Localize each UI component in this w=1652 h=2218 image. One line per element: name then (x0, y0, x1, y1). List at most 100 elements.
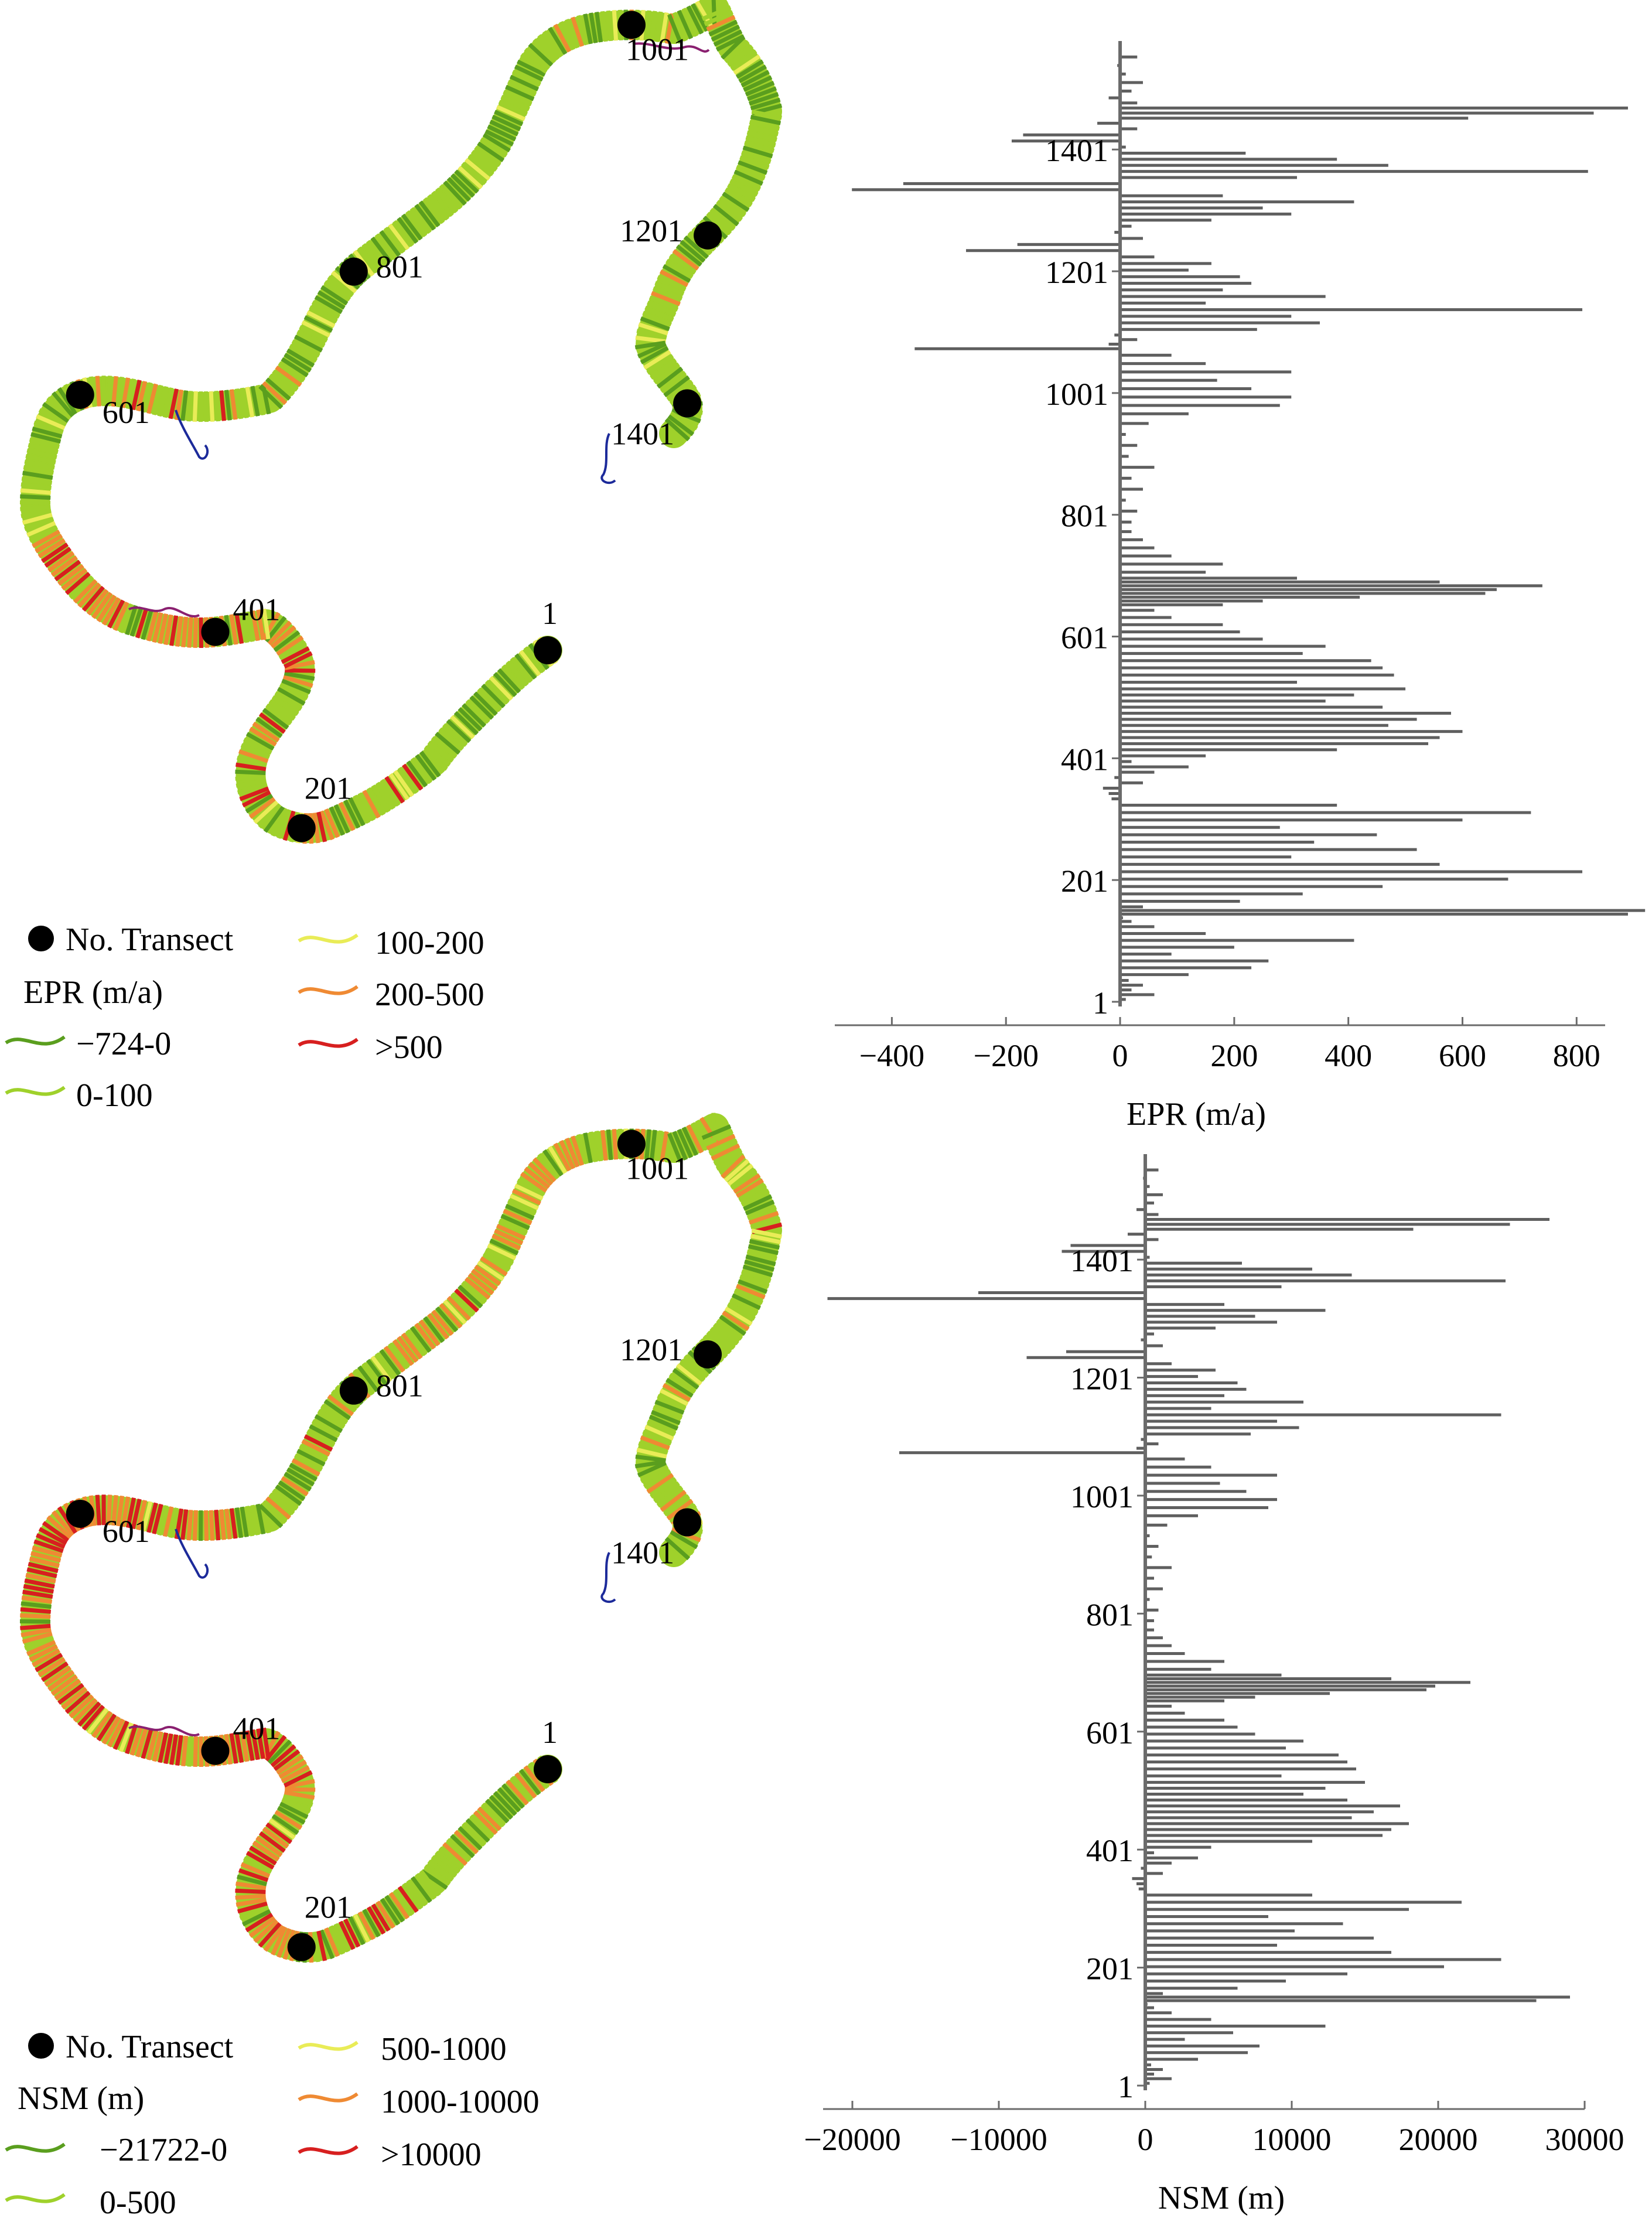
transect-stroke (548, 1145, 568, 1174)
transect-stroke (157, 386, 169, 417)
transect-stroke (240, 387, 249, 419)
transect-stroke (652, 286, 683, 301)
transect-label: 401 (233, 1711, 280, 1746)
transect-stroke (323, 280, 351, 302)
bar (1120, 378, 1217, 382)
transect-stroke (640, 1435, 670, 1451)
transect-stroke (651, 291, 681, 306)
transect-stroke (245, 387, 255, 418)
transect-stroke (443, 180, 467, 206)
transect-stroke (180, 390, 189, 421)
bar (1120, 718, 1417, 721)
transect-stroke (727, 1163, 754, 1186)
bar (1145, 1816, 1352, 1820)
transect-stroke (474, 1264, 501, 1286)
transect-stroke (518, 650, 541, 677)
transect-stroke (683, 235, 709, 260)
bar (1145, 1490, 1247, 1493)
transect-stroke (729, 179, 759, 197)
transect-stroke (146, 610, 158, 641)
transect-stroke (450, 715, 475, 739)
transect-stroke (638, 1441, 668, 1455)
transect-stroke (370, 236, 392, 264)
bar (1145, 2063, 1151, 2067)
transect-stroke (25, 453, 56, 465)
transect-stroke (111, 1494, 118, 1526)
transect-stroke (735, 165, 766, 180)
y-tick-label: 601 (1061, 620, 1108, 656)
transect-stroke (653, 362, 680, 384)
transect-stroke (435, 1306, 459, 1333)
x-tick-label: 30000 (1545, 2122, 1624, 2157)
transect-stroke (362, 790, 381, 819)
transect-stroke (248, 797, 276, 819)
bar-series (852, 55, 1646, 1001)
bar (1145, 1861, 1172, 1865)
bar (1120, 338, 1138, 342)
y-tick-label: 1001 (1045, 377, 1108, 412)
y-tick-label: 201 (1086, 1951, 1134, 1987)
transect-marker (694, 221, 722, 250)
y-tick-label: 1201 (1045, 255, 1108, 290)
transect-stroke (746, 1205, 777, 1220)
transect-stroke (19, 1619, 51, 1624)
transect-stroke (388, 223, 410, 251)
transect-stroke (249, 726, 277, 747)
bar (1136, 1446, 1145, 1450)
transect-stroke (730, 49, 757, 71)
transect-stroke (64, 572, 91, 595)
bar (1120, 666, 1383, 670)
transect-stroke (279, 683, 309, 700)
bar (1120, 730, 1463, 733)
transect-stroke (35, 534, 63, 554)
transect-stroke (392, 220, 414, 247)
bar (1145, 1828, 1391, 1831)
transect-stroke (26, 1640, 56, 1656)
bar (1120, 811, 1531, 814)
transect-stroke (273, 1749, 301, 1771)
legend-swatch-class4 (298, 2092, 359, 2103)
transect-stroke (494, 1229, 524, 1246)
transect-stroke (180, 1509, 189, 1540)
transect-stroke (450, 173, 475, 198)
bar (1145, 1780, 1365, 1784)
bar (1145, 2051, 1248, 2055)
transect-stroke (258, 1831, 286, 1853)
bar (1108, 96, 1121, 100)
transect-stroke (470, 1268, 498, 1291)
transect-stroke (431, 736, 458, 759)
transect-stroke (267, 1739, 292, 1765)
bar (1120, 443, 1138, 447)
transect-stroke (324, 808, 340, 838)
transect-stroke (22, 1589, 53, 1599)
transect-stroke (640, 346, 669, 364)
y-tick-label: 801 (1086, 1597, 1134, 1632)
transect-stroke (406, 760, 428, 788)
transect-stroke (284, 660, 315, 670)
transect-stroke (245, 793, 274, 814)
transect-stroke (537, 1153, 560, 1180)
bar (1145, 1667, 1211, 1671)
transect-marker (617, 1130, 646, 1158)
transect-stroke (402, 763, 424, 791)
transect-stroke (21, 476, 53, 485)
transect-stroke (353, 794, 371, 824)
transect-stroke (659, 1388, 689, 1407)
bar (1120, 101, 1138, 105)
transect-marker (201, 1736, 230, 1765)
transect-stroke (462, 703, 486, 728)
transect-stroke (405, 1329, 428, 1356)
transect-stroke (329, 1925, 345, 1955)
transect-stroke (397, 217, 419, 244)
transect-stroke (319, 810, 335, 841)
bar (1120, 89, 1132, 93)
bar (1108, 791, 1121, 795)
transect-stroke (193, 617, 199, 649)
transect-stroke (135, 1726, 148, 1758)
transect-stroke (96, 594, 117, 623)
bar (1145, 1799, 1347, 1802)
transect-stroke (715, 34, 745, 52)
transect-stroke (281, 1476, 309, 1496)
transect-stroke (237, 1901, 268, 1914)
